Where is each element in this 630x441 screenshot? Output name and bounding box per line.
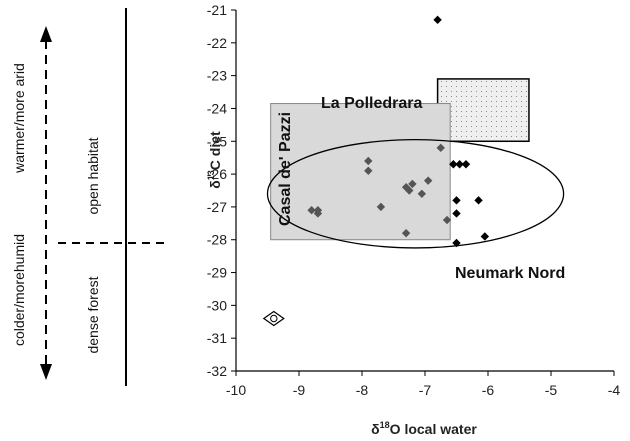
data-point-s1-9 <box>408 179 417 189</box>
regions-layer <box>270 78 530 241</box>
x-axis-title: δ18O local water <box>371 420 477 437</box>
x-tick-label: -4 <box>608 382 621 398</box>
data-point-s1-8 <box>405 186 414 195</box>
label-open-habitat: open habitat <box>85 137 101 214</box>
data-point-s2-3 <box>455 160 464 169</box>
ellipse-neumark-nord <box>266 138 565 249</box>
region-casal-de-pazzi-fill <box>270 103 451 240</box>
arrow-up-head <box>40 26 52 42</box>
labels-layer: La Polledrara Casal de' Pazzi Neumark Nord <box>277 95 565 282</box>
data-point-s1-4 <box>364 156 373 166</box>
data-point-s1-3 <box>313 205 323 215</box>
x-tick-label: -7 <box>419 382 432 398</box>
label-dense-forest: dense forest <box>85 276 101 353</box>
ellipse-layer <box>266 138 565 249</box>
data-point-s1-1 <box>307 205 316 215</box>
side-annotations: warmer/more arid colder/morehumid open h… <box>11 8 168 386</box>
label-casal-de-pazzi: Casal de' Pazzi <box>277 112 294 226</box>
data-point-s2-9 <box>480 232 490 241</box>
data-point-s1-11 <box>423 176 433 185</box>
region-casal-de-pazzi-border <box>270 103 451 241</box>
data-point-s2-7 <box>452 238 461 248</box>
outlier-inner-ring <box>270 314 278 323</box>
data-point-s1-12 <box>401 228 411 238</box>
label-la-polledrara: La Polledrara <box>321 95 422 112</box>
label-colder-morehumid: colder/morehumid <box>11 234 27 346</box>
data-point-s1-13 <box>436 143 445 153</box>
y-tick-label: -30 <box>207 297 227 313</box>
x-tick-label: -10 <box>226 382 246 398</box>
region-la-polledrara-border <box>436 78 530 143</box>
y-tick-label: -27 <box>207 199 227 215</box>
y-tick-label: -32 <box>207 363 227 379</box>
x-tick-label: -5 <box>545 382 558 398</box>
y-tick-label: -31 <box>207 330 227 346</box>
y-tick-label: -24 <box>207 100 227 116</box>
data-point-s2-4 <box>461 160 471 169</box>
arrow-down-head <box>40 364 52 380</box>
label-warmer-more-arid: warmer/more arid <box>11 63 27 174</box>
y-tick-label: -21 <box>207 2 227 18</box>
y-axis-title: δ13C diet <box>206 131 223 189</box>
x-tick-label: -6 <box>482 382 495 398</box>
data-point-s1-10 <box>417 189 427 198</box>
outlier-point <box>262 310 285 327</box>
data-point-s1-14 <box>442 215 452 225</box>
data-point-s1-6 <box>376 202 386 212</box>
x-tick-label: -9 <box>293 382 306 398</box>
data-point-s2-2 <box>449 160 458 169</box>
y-tick-label: -28 <box>207 232 227 248</box>
axes-layer: -21 -22 -23 -24 -25 -26 -27 -28 -29 -30 -31 -32 -10 -… <box>207 2 621 398</box>
data-point-s2-8 <box>474 196 483 205</box>
data-point-s2-1 <box>433 15 442 25</box>
label-neumark-nord: Neumark Nord <box>455 265 565 282</box>
y-tick-label: -26 <box>207 166 227 182</box>
data-point-s2-6 <box>452 209 461 218</box>
x-tick-label: -8 <box>356 382 369 398</box>
y-tick-label: -22 <box>207 35 227 51</box>
y-tick-label: -25 <box>207 133 227 149</box>
points-layer <box>262 15 490 327</box>
y-tick-label: -23 <box>207 68 227 84</box>
data-point-s1-5 <box>364 166 373 176</box>
data-point-s2-5 <box>452 196 461 205</box>
y-tick-label: -29 <box>207 265 227 281</box>
